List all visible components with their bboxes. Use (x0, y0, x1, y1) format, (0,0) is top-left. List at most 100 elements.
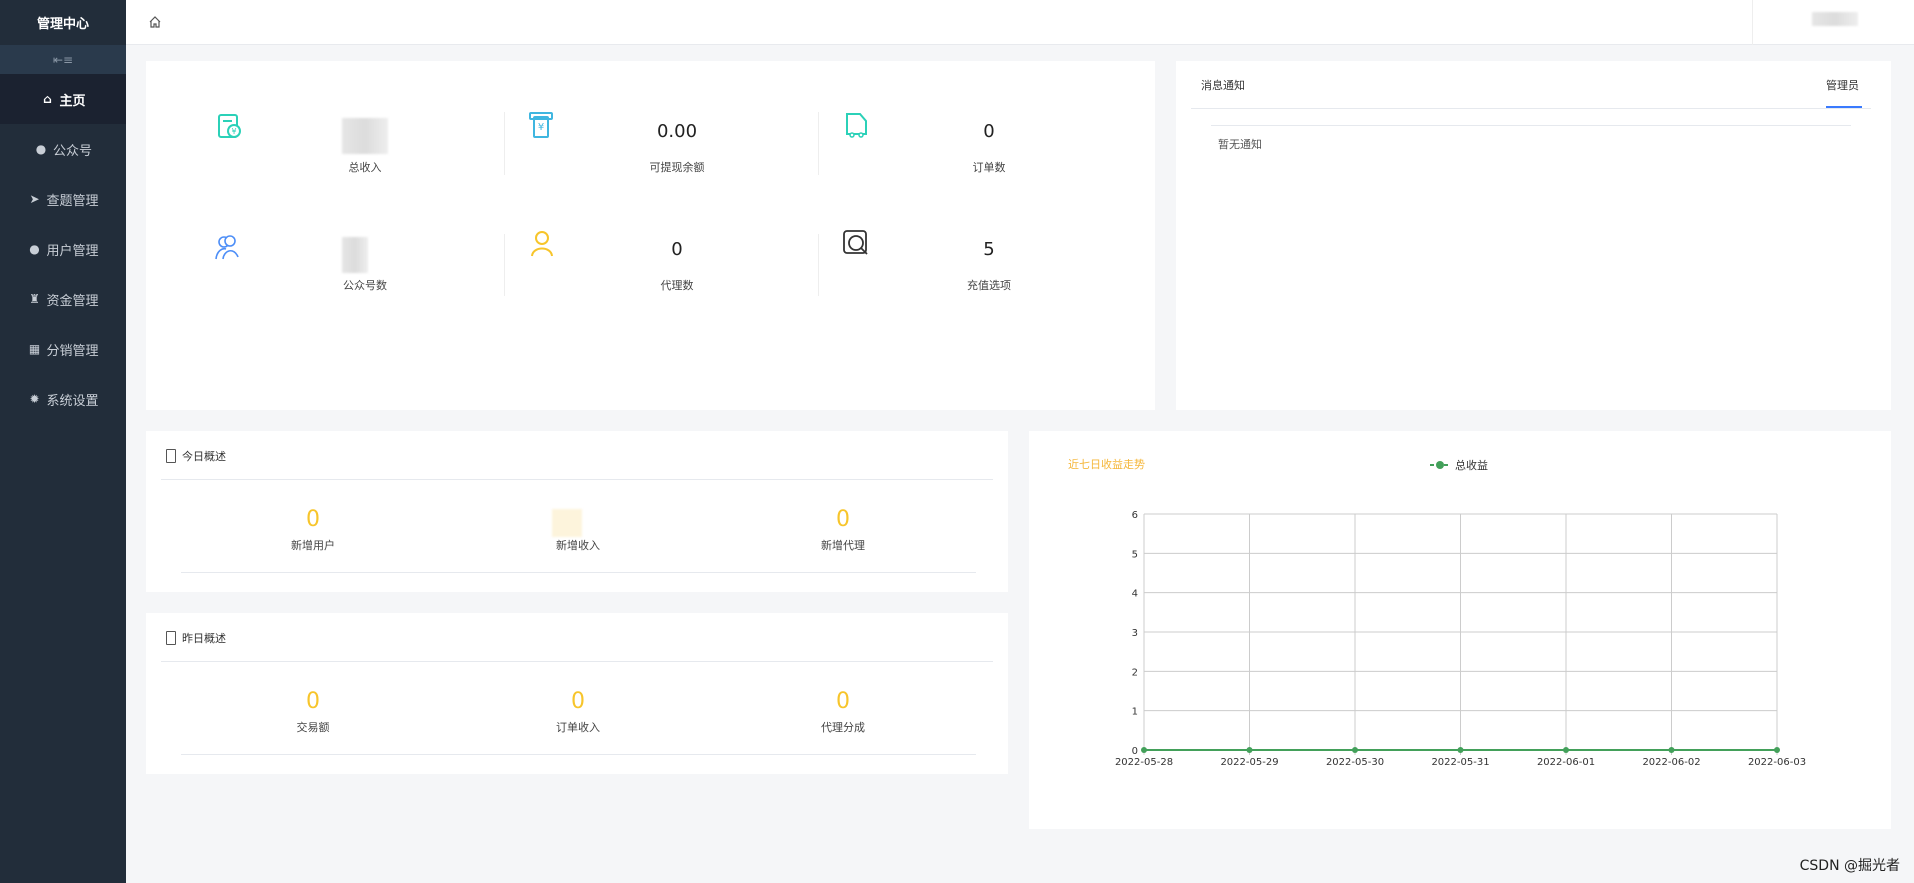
paper-plane-icon: ➤ (29, 192, 40, 206)
divider (504, 112, 505, 175)
divider (161, 661, 993, 662)
overview-value: 0 (306, 689, 320, 714)
x-tick-label: 2022-05-29 (1220, 757, 1278, 768)
data-point (1141, 747, 1147, 753)
y-tick-label: 5 (1132, 549, 1138, 560)
tab-messages[interactable]: 消息通知 (1201, 79, 1245, 92)
sidebar-item-settings[interactable]: ✹ 系统设置 (0, 374, 126, 424)
menu-fold-icon[interactable]: ⇤≡ (0, 45, 126, 74)
sidebar-item-questions[interactable]: ➤ 查题管理 (0, 174, 126, 224)
overview-value: 0 (306, 507, 320, 532)
overview-value: 0 (836, 507, 850, 532)
divider (818, 234, 819, 296)
sidebar-item-distribution[interactable]: ▦ 分销管理 (0, 324, 126, 374)
watermark: CSDN @掘光者 (1799, 858, 1900, 874)
y-tick-label: 1 (1132, 707, 1138, 718)
stat-label: 公众号数 (343, 279, 387, 292)
brand-title: 管理中心 (36, 17, 89, 32)
sidebar-item-label: 主页 (59, 93, 86, 109)
stat-label: 总收入 (348, 161, 382, 174)
account-count-redacted (342, 237, 368, 273)
stats-card: ¥ 总收入 ¥ 0.00 可提现余额 0 订单数 公众号数 0 代理数 5 充值… (146, 61, 1155, 410)
clipboard-icon (166, 449, 176, 463)
y-tick-label: 3 (1132, 628, 1138, 639)
sidebar-item-users[interactable]: ● 用户管理 (0, 224, 126, 274)
tab-admin[interactable]: 管理员 (1826, 79, 1859, 92)
data-point (1352, 747, 1358, 753)
sidebar-item-label: 系统设置 (46, 393, 99, 409)
overview-label: 订单收入 (556, 721, 600, 734)
empty-notice: 暂无通知 (1218, 138, 1262, 151)
stat-value: 0.00 (656, 121, 698, 142)
sidebar-item-funds[interactable]: ♜ 资金管理 (0, 274, 126, 324)
stat-value: 0 (983, 121, 995, 142)
divider (1211, 125, 1851, 126)
income-icon: ¥ (218, 114, 241, 138)
notice-card: 消息通知 管理员 暂无通知 (1176, 61, 1891, 410)
legend-item[interactable]: 总收益 (1430, 458, 1488, 472)
y-tick-label: 6 (1132, 510, 1138, 521)
today-overview-card: 今日概述 0 新增用户 新增收入 0 新增代理 (146, 431, 1008, 592)
sidebar-item-label: 公众号 (52, 143, 92, 159)
recharge-search-icon (843, 230, 868, 255)
x-tick-label: 2022-05-30 (1326, 757, 1384, 768)
x-tick-label: 2022-05-28 (1115, 757, 1173, 768)
sidebar-item-wechat[interactable]: ● 公众号 (0, 124, 126, 174)
chart-title: 近七日收益走势 (1068, 457, 1145, 471)
x-tick-label: 2022-05-31 (1431, 757, 1489, 768)
sidebar-item-label: 分销管理 (46, 343, 99, 359)
overview-label: 新增用户 (291, 539, 335, 552)
tab-active-indicator (1826, 106, 1862, 108)
svg-text:¥: ¥ (231, 127, 236, 136)
x-tick-label: 2022-06-01 (1537, 757, 1595, 768)
money-bag-icon: ♜ (29, 292, 40, 306)
order-truck-icon (846, 113, 867, 138)
stat-value: 0 (671, 239, 683, 260)
legend-label: 总收益 (1455, 458, 1488, 472)
stat-value: 5 (983, 239, 995, 260)
data-point (1457, 747, 1464, 753)
divider (504, 234, 505, 296)
gift-icon: ▦ (28, 342, 41, 356)
revenue-trend-chart: 近七日收益走势 总收益 0 1 2 3 4 5 6 2022-05-28 2022-05-29 2… (1068, 457, 1806, 768)
y-tick-label: 0 (1132, 746, 1138, 757)
user-avatar-redacted[interactable] (1812, 12, 1858, 26)
divider (181, 754, 976, 755)
overview-label: 新增代理 (821, 539, 865, 552)
sidebar: 管理中心 ⇤≡ ⌂ 主页 ● 公众号 ➤ 查题管理 ● 用户管理 ♜ 资金管理 ▦ 分销管理… (0, 0, 126, 883)
overview-label: 新增收入 (556, 539, 600, 552)
top-header (126, 0, 1914, 45)
home-outline-icon[interactable] (148, 15, 162, 29)
stat-label: 订单数 (972, 161, 1006, 174)
clipboard-icon (166, 631, 176, 645)
overview-value: 0 (836, 689, 850, 714)
sidebar-item-label: 用户管理 (46, 243, 99, 259)
sidebar-item-label: 查题管理 (46, 193, 99, 209)
svg-text:¥: ¥ (538, 122, 544, 133)
sidebar-item-home[interactable]: ⌂ 主页 (0, 74, 126, 124)
yesterday-overview-card: 昨日概述 0 交易额 0 订单收入 0 代理分成 (146, 613, 1008, 774)
withdraw-icon: ¥ (529, 112, 553, 138)
x-tick-label: 2022-06-03 (1748, 757, 1806, 768)
wechat-icon: ● (35, 142, 47, 156)
section-title: 昨日概述 (182, 632, 226, 645)
divider (161, 479, 993, 480)
home-icon: ⌂ (43, 92, 52, 106)
user-icon: ● (29, 242, 40, 256)
y-tick-label: 4 (1132, 589, 1138, 600)
overview-label: 交易额 (296, 721, 330, 734)
stat-label: 代理数 (660, 279, 694, 292)
gear-icon: ✹ (29, 392, 40, 406)
stat-label: 可提现余额 (649, 161, 705, 174)
data-point (1774, 747, 1780, 753)
header-divider (1752, 0, 1753, 45)
data-point (1668, 747, 1675, 753)
section-title: 今日概述 (182, 450, 226, 463)
legend-marker-icon (1436, 461, 1444, 469)
divider (818, 112, 819, 175)
x-tick-label: 2022-06-02 (1642, 757, 1700, 768)
total-income-redacted (342, 118, 388, 154)
chart-card: 近七日收益走势 总收益 0 1 2 3 4 5 6 2022-05-28 2022-05-29 2… (1029, 431, 1891, 829)
y-tick-label: 2 (1132, 667, 1138, 678)
divider (181, 572, 976, 573)
